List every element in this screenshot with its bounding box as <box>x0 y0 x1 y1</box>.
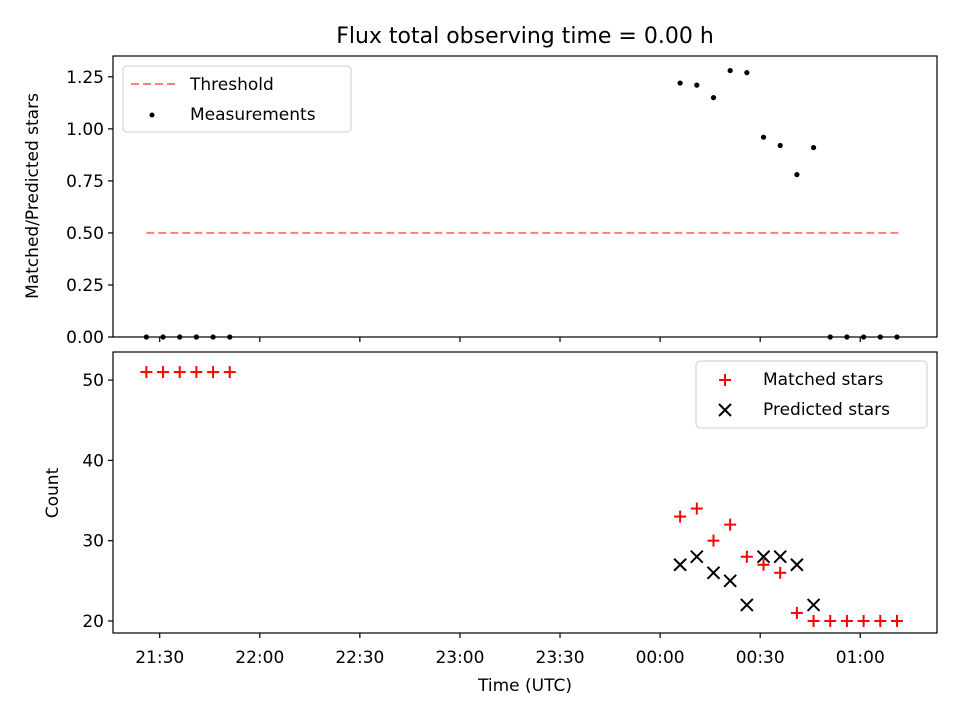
x-tick-label: 22:00 <box>235 648 284 668</box>
top-y-tick-label: 0.50 <box>66 224 104 244</box>
bottom-y-ticks: 20 30 40 50 <box>82 371 113 632</box>
legend-matched-swatch <box>719 374 731 386</box>
bottom-y-tick-label: 50 <box>82 371 104 391</box>
x-tick-label: 01:00 <box>836 648 885 668</box>
top-y-tick-label: 0.00 <box>66 328 104 348</box>
measurement-point <box>777 142 783 149</box>
legend-predicted-label: Predicted stars <box>763 400 890 420</box>
measurement-point <box>810 144 817 151</box>
bottom-x-ticks: 21:30 22:00 22:30 23:00 23:30 00:00 00:30 01:00 <box>135 633 885 668</box>
top-legend: Threshold Measurements <box>122 65 352 133</box>
x-tick-label: 00:30 <box>736 648 785 668</box>
matched-star-point <box>157 366 170 379</box>
legend-predicted-swatch <box>718 403 732 417</box>
predicted-star-point <box>673 558 687 572</box>
predicted-star-point <box>690 550 704 564</box>
bottom-legend-box <box>695 360 928 429</box>
matched-star-point <box>740 550 753 563</box>
bottom-y-label: Count <box>43 467 63 518</box>
matched-star-point <box>707 534 720 547</box>
matched-star-point <box>724 518 737 531</box>
top-y-tick-label: 0.25 <box>66 276 104 296</box>
x-tick-label: 21:30 <box>135 648 184 668</box>
bottom-legend: Matched stars Predicted stars <box>695 360 928 429</box>
matched-star-point <box>824 614 837 627</box>
top-y-ticks: 0.00 0.25 0.50 0.75 1.00 1.25 <box>66 68 113 348</box>
measurement-point <box>744 70 750 76</box>
matched-star-point <box>790 606 803 619</box>
bottom-series <box>140 366 903 627</box>
bottom-y-tick-label: 40 <box>82 451 104 471</box>
predicted-star-point <box>756 550 771 564</box>
matched-star-point <box>874 614 887 627</box>
x-tick-label: 22:30 <box>335 648 384 668</box>
predicted-star-point <box>706 566 721 580</box>
matched-star-point <box>774 566 787 579</box>
bottom-y-tick-label: 20 <box>82 612 104 632</box>
bottom-y-tick-label: 30 <box>82 532 104 552</box>
legend-measurements-swatch <box>149 112 155 118</box>
matched-star-point <box>173 366 186 379</box>
legend-measurements-label: Measurements <box>190 105 316 125</box>
top-y-tick-label: 1.25 <box>66 68 104 88</box>
measurement-point <box>677 80 683 86</box>
predicted-star-point <box>740 598 754 612</box>
x-axis-label: Time (UTC) <box>477 676 572 696</box>
matched-star-point <box>840 614 853 627</box>
top-legend-box <box>122 65 352 133</box>
predicted-star-point <box>723 574 737 588</box>
top-x-ticks <box>159 337 861 342</box>
matched-star-point <box>674 510 687 523</box>
measurement-point <box>694 82 700 88</box>
x-tick-label: 23:00 <box>435 648 484 668</box>
top-y-tick-label: 0.75 <box>66 172 104 192</box>
matched-star-point <box>890 614 903 627</box>
x-tick-label: 00:00 <box>636 648 685 668</box>
matched-star-point <box>223 366 236 379</box>
matched-star-point <box>757 558 770 571</box>
measurement-point <box>710 95 717 101</box>
predicted-star-point <box>806 598 821 612</box>
legend-threshold-label: Threshold <box>189 75 274 95</box>
top-panel: Flux total observing time = 0.00 h 0.000… <box>23 24 938 348</box>
top-y-label: Matched/Predicted stars <box>23 93 43 299</box>
matched-star-point <box>207 366 220 379</box>
measurement-point <box>727 67 733 74</box>
measurement-point <box>760 134 767 140</box>
matched-star-point <box>857 614 870 627</box>
bottom-panel: 20 30 40 50 21:30 22:00 22:30 23:00 23:30 00:00 0… <box>43 351 938 696</box>
matched-star-point <box>140 366 153 379</box>
bottom-axes-frame <box>112 351 938 634</box>
predicted-star-point <box>790 558 804 572</box>
chart-title: Flux total observing time = 0.00 h <box>336 24 714 49</box>
predicted-star-point <box>773 550 787 564</box>
matched-star-point <box>807 614 820 627</box>
measurement-point <box>794 172 800 178</box>
matched-star-point <box>190 366 203 379</box>
legend-matched-label: Matched stars <box>763 370 883 390</box>
top-axes-frame <box>112 55 938 338</box>
x-tick-label: 23:30 <box>536 648 585 668</box>
matched-star-point <box>690 502 703 515</box>
top-y-tick-label: 1.00 <box>66 120 104 140</box>
